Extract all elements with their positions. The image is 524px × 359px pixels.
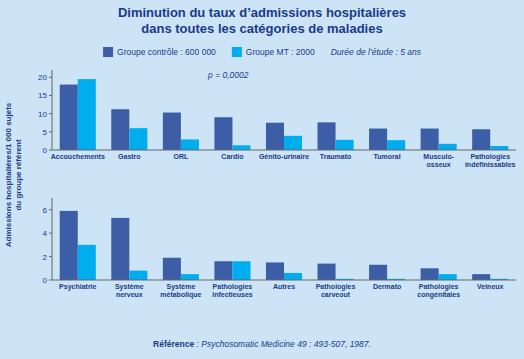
x-tick-label: Psychiatrie: [59, 283, 96, 291]
y-tick: [49, 131, 52, 132]
panel: 0 5 10 15 20 Accouchements Gastro ORL Cardio Géni…: [38, 70, 516, 168]
chart: Diminution du taux d’admissions hospital…: [0, 0, 524, 359]
bar: [232, 261, 250, 280]
x-tick-label: Pathologiesinfectieuses: [212, 283, 253, 298]
bar: [266, 123, 284, 150]
bar: [284, 273, 302, 280]
bar: [336, 140, 354, 150]
background: [0, 0, 524, 359]
bar: [214, 261, 232, 280]
bar: [214, 117, 232, 150]
x-tick-label: Génito-urinaire: [259, 153, 309, 160]
x-axis: [52, 280, 516, 281]
bar: [472, 129, 490, 150]
bar: [421, 129, 439, 150]
x-axis: [52, 150, 516, 151]
x-tick-label: Autres: [273, 283, 295, 290]
bar: [129, 271, 147, 280]
bar: [60, 85, 78, 150]
y-tick-label: 0: [43, 146, 48, 155]
legend-swatch: [103, 47, 113, 57]
bar: [490, 146, 508, 150]
x-tick-label: Musculo-osseux: [423, 153, 454, 168]
bar: [232, 145, 250, 150]
y-tick-label: 0: [43, 276, 48, 285]
bar: [163, 113, 181, 150]
bar: [369, 265, 387, 280]
reference: Référence : Psychosomatic Medicine 49 : …: [153, 339, 371, 349]
y-tick: [49, 233, 52, 234]
legend-label: Groupe MT : 2000: [246, 47, 315, 57]
legend-label: Groupe contrôle : 600 000: [117, 47, 216, 57]
y-axis: [52, 70, 53, 150]
panel: 0 2 4 6 Psychiatrie Systèmenerveux Systèmeméta…: [43, 198, 516, 299]
x-tick-label: Pathologiescarveout: [316, 283, 356, 298]
y-tick-label: 10: [38, 110, 47, 119]
x-tick-label: Systèmenerveux: [115, 283, 144, 298]
bar: [111, 218, 129, 280]
x-tick-label: ORL: [173, 153, 189, 160]
bar: [387, 140, 405, 150]
x-tick-label: Veineux: [477, 283, 504, 290]
bar: [439, 274, 457, 280]
bar: [318, 122, 336, 150]
title: Diminution du taux d’admissions hospital…: [118, 5, 406, 36]
y-tick: [49, 150, 52, 151]
x-tick-label: Cardio: [221, 153, 243, 160]
reference-italic: : Psychosomatic Medicine 49 : 493-507, 1…: [194, 339, 371, 349]
bar: [60, 211, 78, 280]
bar: [163, 258, 181, 280]
x-tick-label: Gastro: [118, 153, 141, 160]
bar: [439, 144, 457, 150]
bar: [129, 128, 147, 150]
x-tick-label: Dermato: [373, 283, 401, 290]
y-tick-label: 6: [43, 206, 48, 215]
y-tick-label: 15: [38, 91, 47, 100]
y-tick: [49, 113, 52, 114]
annotation: p = 0,0002: [207, 70, 249, 80]
x-tick-label: Pathologiesindéfinissables: [465, 153, 516, 168]
x-tick-label: Traumato: [320, 153, 352, 160]
x-tick-label: Systèmemétabolique: [160, 283, 201, 299]
bars: [60, 211, 509, 280]
y-axis: [52, 198, 53, 280]
legend-swatch: [232, 47, 242, 57]
y-axis-label: Admissions hospitalières/1 000 sujetsdu …: [4, 102, 23, 247]
y-tick: [49, 280, 52, 281]
bar: [472, 274, 490, 280]
y-tick: [49, 256, 52, 257]
y-tick: [49, 209, 52, 210]
bar: [284, 136, 302, 150]
bar: [266, 262, 284, 280]
legend: Groupe contrôle : 600 000 Groupe MT : 200…: [103, 47, 422, 57]
bar: [78, 79, 96, 150]
bar: [181, 274, 199, 280]
y-tick: [49, 77, 52, 78]
y-tick-label: 4: [43, 229, 48, 238]
y-tick-label: 20: [38, 73, 47, 82]
bar: [78, 245, 96, 280]
y-tick-label: 2: [43, 253, 48, 262]
legend-note: Durée de l’étude : 5 ans: [331, 47, 422, 57]
bar: [111, 109, 129, 150]
x-tick-label: Accouchements: [51, 153, 105, 160]
x-tick-label: Pathologiescongénitales: [417, 283, 460, 299]
bars: [60, 79, 509, 150]
bar: [369, 129, 387, 150]
y-tick-label: 5: [43, 128, 48, 137]
y-tick: [49, 95, 52, 96]
bar: [421, 268, 439, 280]
bar: [181, 139, 199, 150]
bar: [318, 264, 336, 280]
x-tick-label: Tumoral: [374, 153, 401, 160]
reference-bold: Référence: [153, 339, 194, 349]
